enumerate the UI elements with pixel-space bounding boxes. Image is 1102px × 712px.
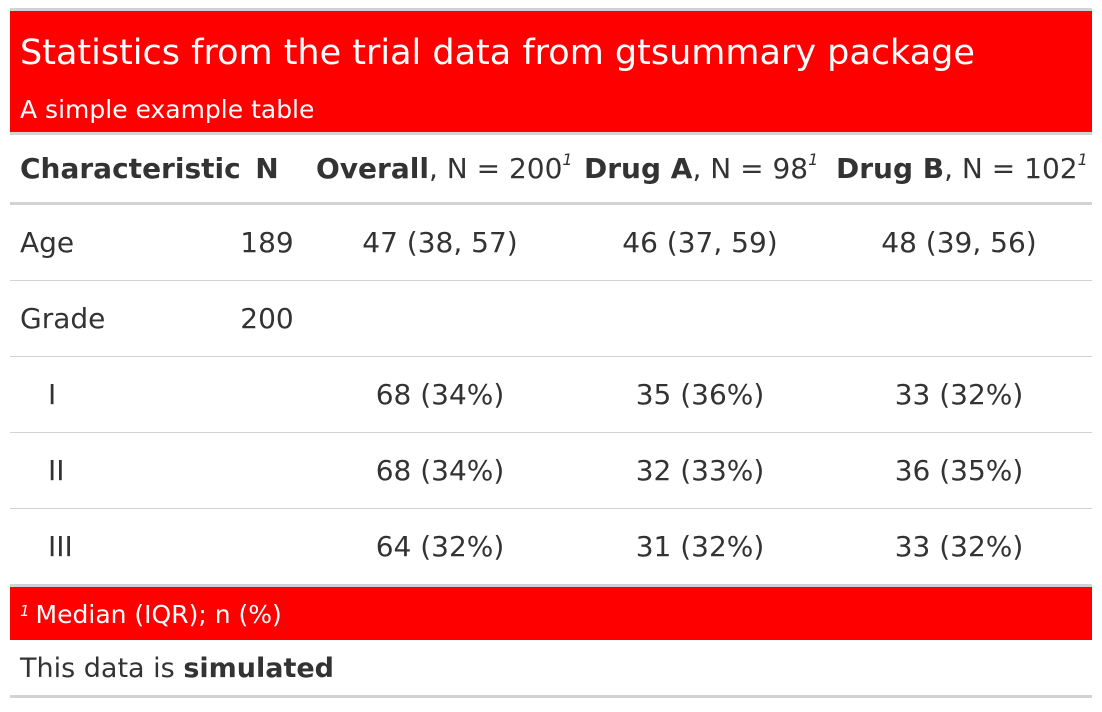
row-drug-a: 31 (32%): [635, 530, 765, 563]
column-header-overall: Overall, N = 2001: [306, 135, 574, 205]
source-note-bold: simulated: [183, 653, 335, 684]
row-overall: [306, 280, 574, 357]
row-drug-a: 32 (33%): [574, 432, 826, 509]
source-note-prefix: This data is: [20, 653, 184, 684]
table-row: I 68 (34%) 35 (36%) 33 (32%): [10, 356, 1092, 433]
column-header-n: N: [228, 135, 306, 205]
summary-table: Characteristic N Overall, N = 2001 Drug …: [10, 135, 1092, 584]
source-note: This data is simulated: [10, 640, 1092, 698]
column-header-drug-a: Drug A, N = 981: [574, 135, 826, 205]
footnote-text: Median (IQR); n (%): [35, 600, 282, 629]
row-overall: 47 (38, 57): [306, 203, 574, 281]
row-n: 189: [228, 203, 306, 281]
row-n: 200: [228, 280, 306, 357]
row-label: Age: [10, 203, 228, 281]
table-footnote: 1 Median (IQR); n (%): [10, 584, 1092, 640]
row-overall: 64 (32%): [375, 530, 505, 563]
row-drug-b: 48 (39, 56): [826, 203, 1092, 281]
row-drug-a: 35 (36%): [574, 356, 826, 433]
footnote-mark: 1: [1077, 150, 1088, 169]
top-rule: [10, 8, 1092, 11]
footnote-mark: 1: [20, 602, 30, 620]
table-title: Statistics from the trial data from gtsu…: [20, 33, 975, 73]
table-row: III 64 (32%) 31 (32%) 33 (32%): [10, 509, 1092, 585]
table-row: Age 189 47 (38, 57) 46 (37, 59) 48 (39, …: [10, 203, 1092, 281]
row-drug-b: [826, 280, 1092, 357]
table-row: Grade 200: [10, 280, 1092, 357]
row-overall: 68 (34%): [306, 432, 574, 509]
footnote-mark: 1: [808, 150, 819, 169]
column-header-row: Characteristic N Overall, N = 2001 Drug …: [10, 135, 1092, 205]
table-subtitle: A simple example table: [20, 95, 315, 124]
row-drug-a: [574, 280, 826, 357]
row-overall: 68 (34%): [306, 356, 574, 433]
column-header-drug-b: Drug B, N = 1021: [826, 135, 1092, 205]
row-drug-a: 46 (37, 59): [574, 203, 826, 281]
table-row: II 68 (34%) 32 (33%) 36 (35%): [10, 432, 1092, 509]
row-n: [228, 356, 306, 433]
row-drug-b: 33 (32%): [826, 356, 1092, 433]
row-label: II: [10, 432, 228, 509]
column-header-characteristic: Characteristic: [10, 135, 241, 205]
row-label: Grade: [10, 280, 228, 357]
row-n: [228, 509, 306, 585]
row-drug-b: 36 (35%): [826, 432, 1092, 509]
row-label: I: [10, 356, 228, 433]
row-drug-b: 33 (32%): [894, 530, 1024, 563]
summary-table-container: Statistics from the trial data from gtsu…: [10, 8, 1092, 698]
footnote-mark: 1: [562, 150, 573, 169]
row-n: [228, 432, 306, 509]
table-header: Statistics from the trial data from gtsu…: [10, 11, 1092, 135]
row-label: III: [48, 530, 73, 563]
